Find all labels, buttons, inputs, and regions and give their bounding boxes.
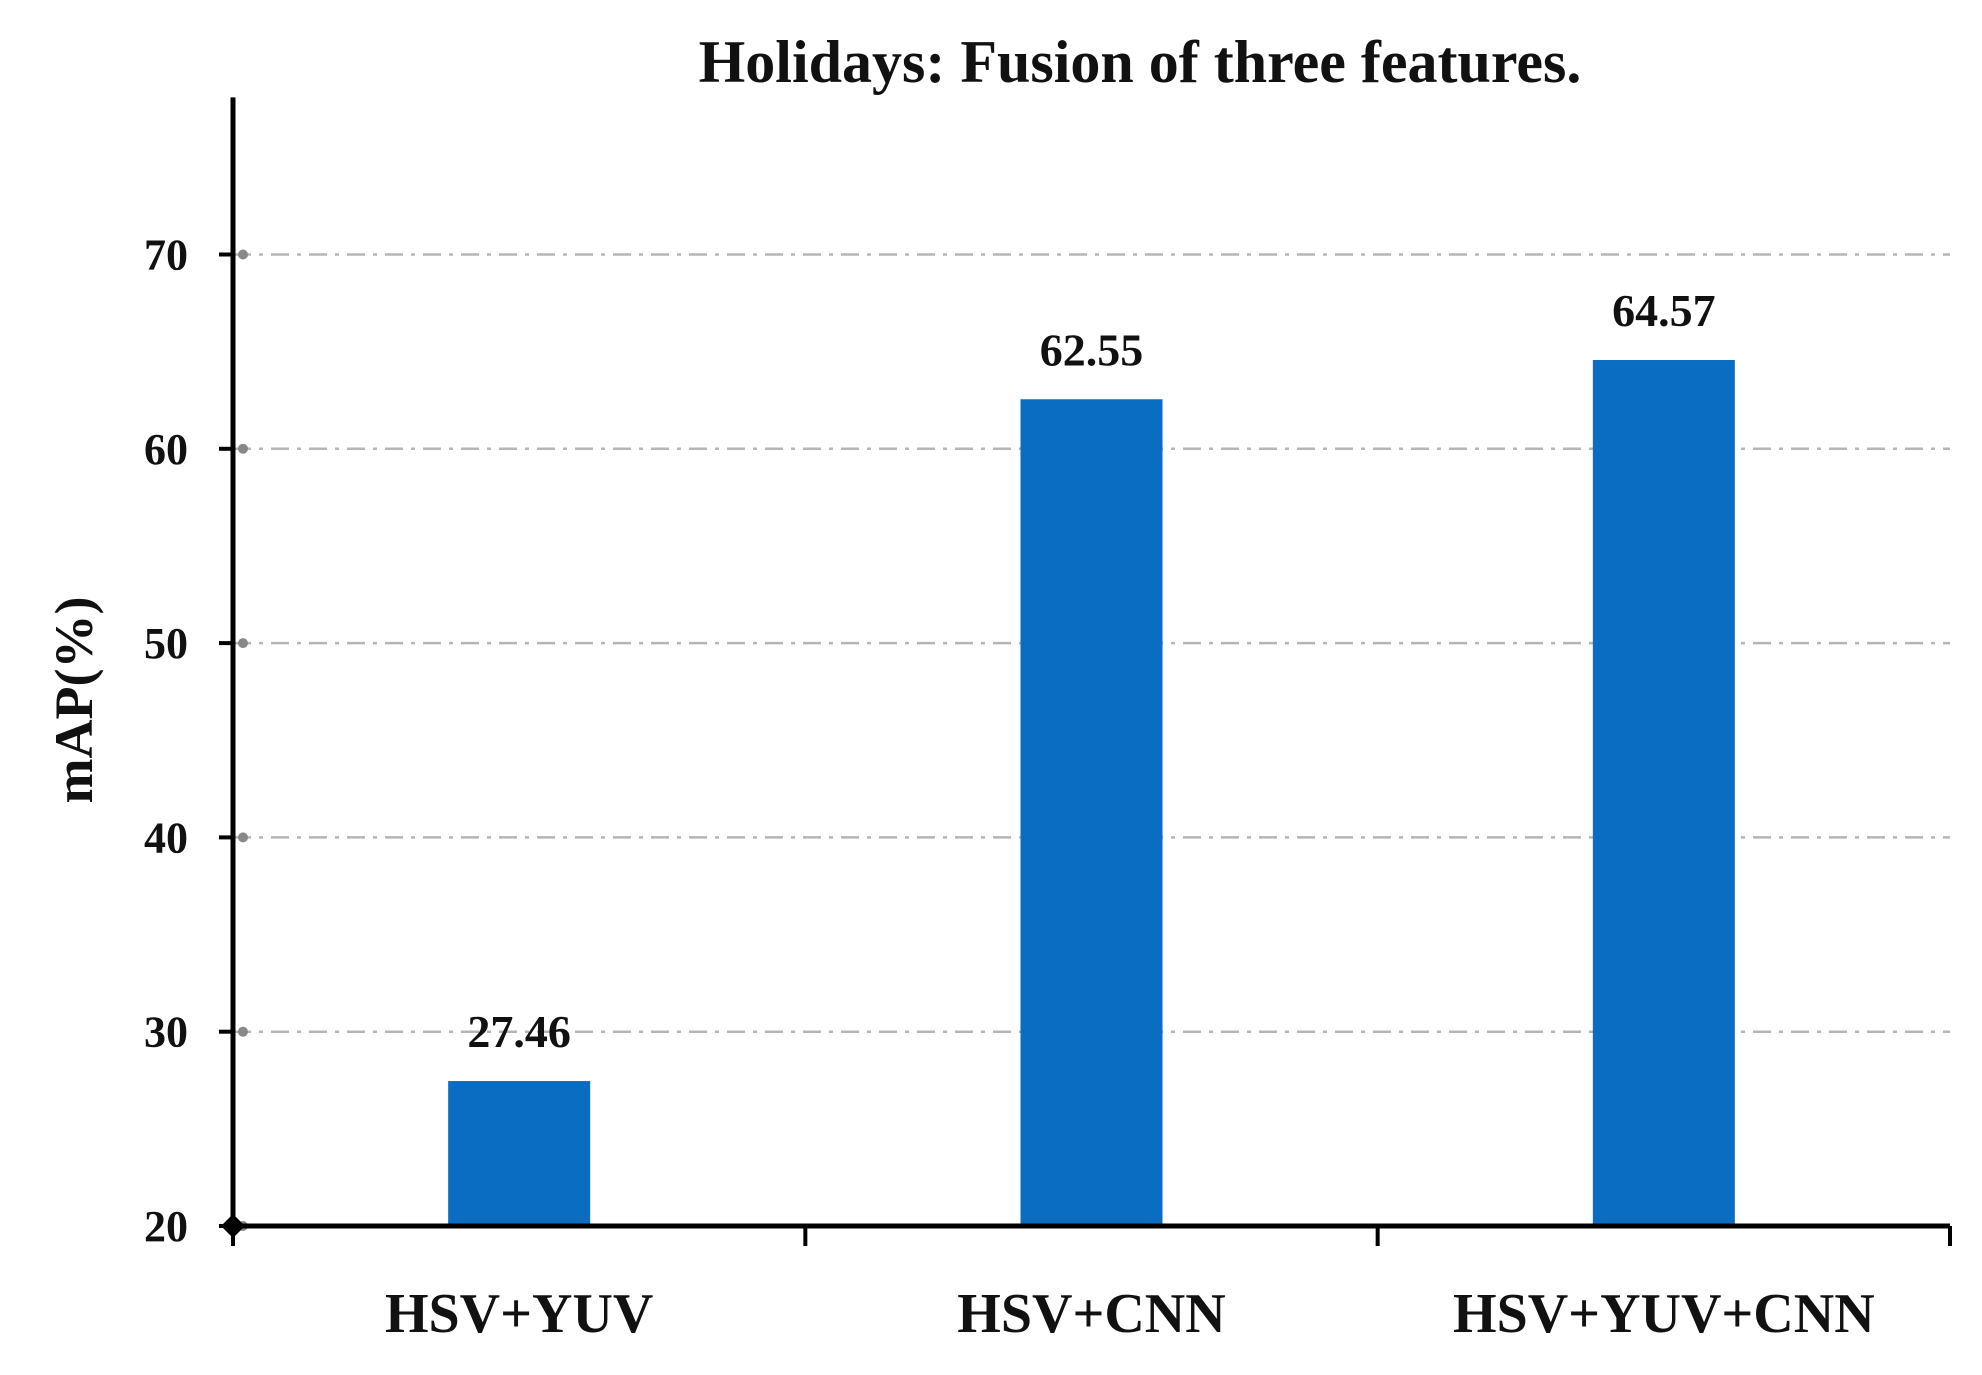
y-tick-label: 60 (144, 425, 188, 474)
y-tick-label: 40 (144, 813, 188, 862)
y-tick-dot (238, 638, 248, 649)
data-label: 62.55 (1040, 324, 1144, 375)
axes (219, 97, 1952, 1246)
axis-origin-marker (221, 1214, 245, 1238)
data-label: 64.57 (1612, 285, 1716, 336)
y-tick-dot (238, 1026, 248, 1037)
y-tick-label: 50 (144, 619, 188, 668)
y-tick-label: 70 (144, 231, 188, 280)
y-tick-label: 30 (144, 1008, 188, 1057)
labels: 20 30 40 50 60 70 27.46 HSV+YUV 62.55 HSV+CNN 64.5… (144, 231, 1875, 1346)
chart-title: Holidays: Fusion of three features. (699, 29, 1582, 95)
bar (1020, 399, 1163, 1226)
bar (1592, 360, 1735, 1227)
y-tick-label: 20 (144, 1202, 188, 1251)
y-axis-title: mAP(%) (44, 597, 104, 804)
y-tick-dot (238, 249, 248, 260)
data-label: 27.46 (467, 1006, 571, 1057)
y-tick-dot (238, 443, 248, 454)
y-tick-dot (238, 832, 248, 843)
x-category-label: HSV+YUV+CNN (1453, 1283, 1875, 1345)
x-category-label: HSV+YUV (385, 1283, 653, 1345)
bars (448, 360, 1735, 1227)
bar (448, 1081, 591, 1226)
x-category-label: HSV+CNN (957, 1283, 1225, 1345)
